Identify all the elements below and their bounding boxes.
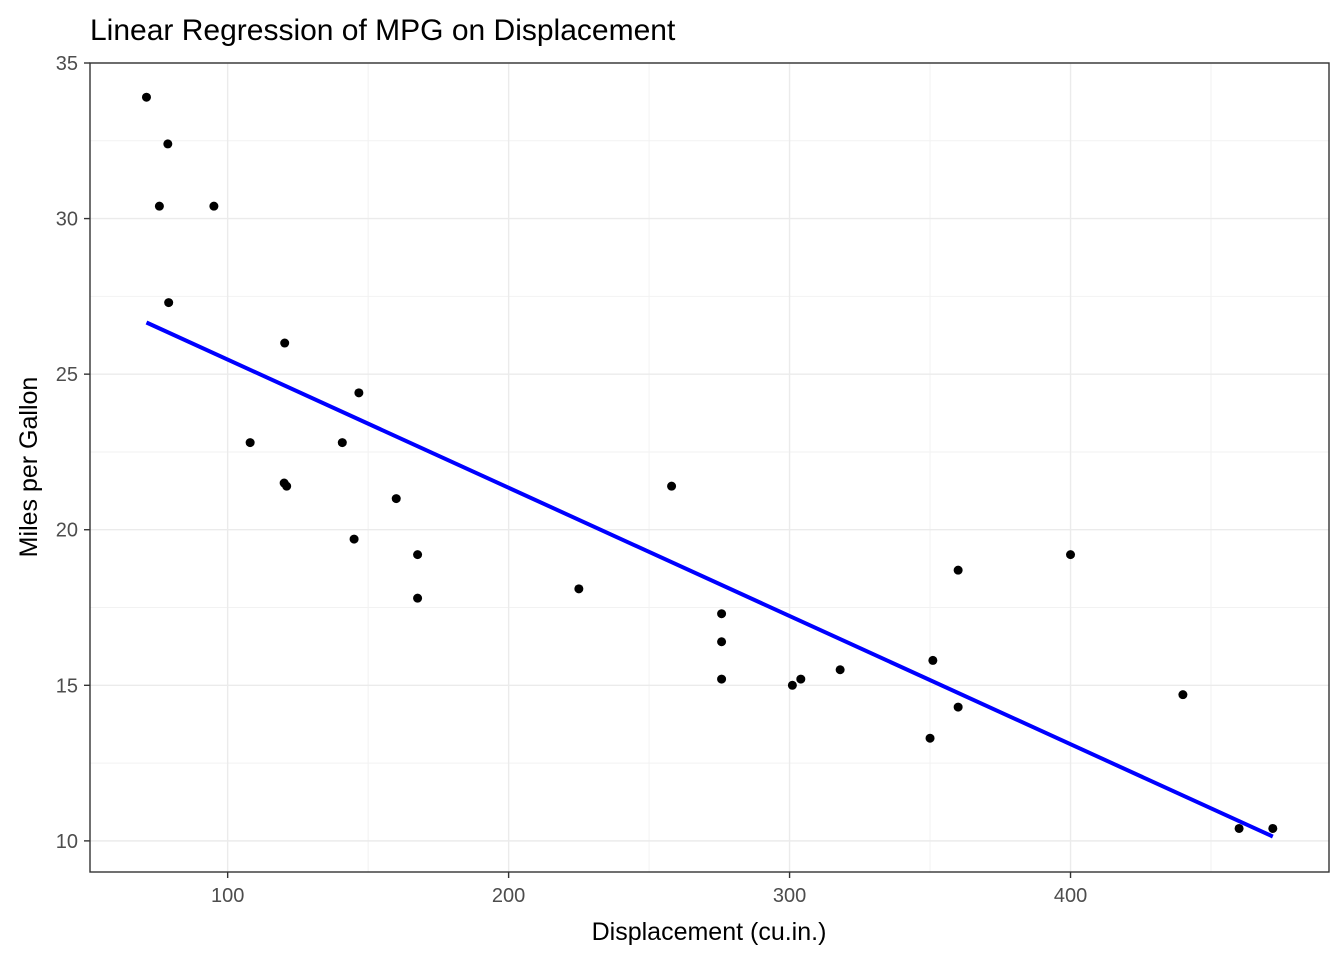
data-point [1178, 690, 1188, 700]
data-point [141, 92, 151, 102]
panel-border [89, 62, 1330, 873]
data-points [141, 92, 1278, 833]
data-point [717, 637, 727, 647]
major-gridlines [90, 62, 1329, 872]
data-point [349, 534, 359, 544]
x-tick-label: 400 [1054, 885, 1087, 907]
data-point [280, 338, 290, 348]
y-tick-label: 15 [56, 675, 78, 697]
data-point [209, 201, 219, 211]
data-point [717, 674, 727, 684]
data-point [354, 388, 364, 398]
data-point [787, 680, 797, 690]
data-point [796, 674, 806, 684]
minor-gridlines [90, 63, 1329, 872]
y-tick-label: 10 [56, 831, 78, 853]
data-point [163, 139, 173, 149]
x-axis: 100 200 300 400 [211, 872, 1087, 907]
x-tick-label: 100 [211, 885, 244, 907]
data-point [279, 478, 289, 488]
y-tick-label: 25 [56, 364, 78, 386]
y-tick-label: 30 [56, 209, 78, 231]
regression-line-group [145, 320, 1274, 839]
data-point [154, 201, 164, 211]
data-point [391, 494, 401, 504]
regression-line [145, 320, 1274, 839]
data-point [667, 481, 677, 491]
data-point [413, 593, 423, 603]
y-tick-label: 35 [56, 53, 78, 75]
data-point [717, 609, 727, 619]
data-point [953, 702, 963, 712]
data-point [574, 584, 584, 594]
data-point [245, 438, 255, 448]
x-tick-label: 300 [773, 885, 806, 907]
x-axis-title: Displacement (cu.in.) [592, 918, 827, 946]
x-tick-label: 200 [492, 885, 525, 907]
data-point [164, 298, 174, 308]
y-tick-label: 20 [56, 520, 78, 542]
data-point [337, 438, 347, 448]
y-axis-title: Miles per Gallon [15, 377, 43, 558]
data-point [835, 665, 845, 675]
data-point [925, 733, 935, 743]
chart-title: Linear Regression of MPG on Displacement [90, 14, 676, 47]
y-axis: 10 15 20 25 30 35 [56, 53, 90, 853]
data-point [1066, 550, 1076, 560]
data-point [953, 565, 963, 575]
data-point [928, 655, 938, 665]
data-point [1234, 823, 1244, 833]
data-point [1268, 823, 1278, 833]
data-point [413, 550, 423, 560]
